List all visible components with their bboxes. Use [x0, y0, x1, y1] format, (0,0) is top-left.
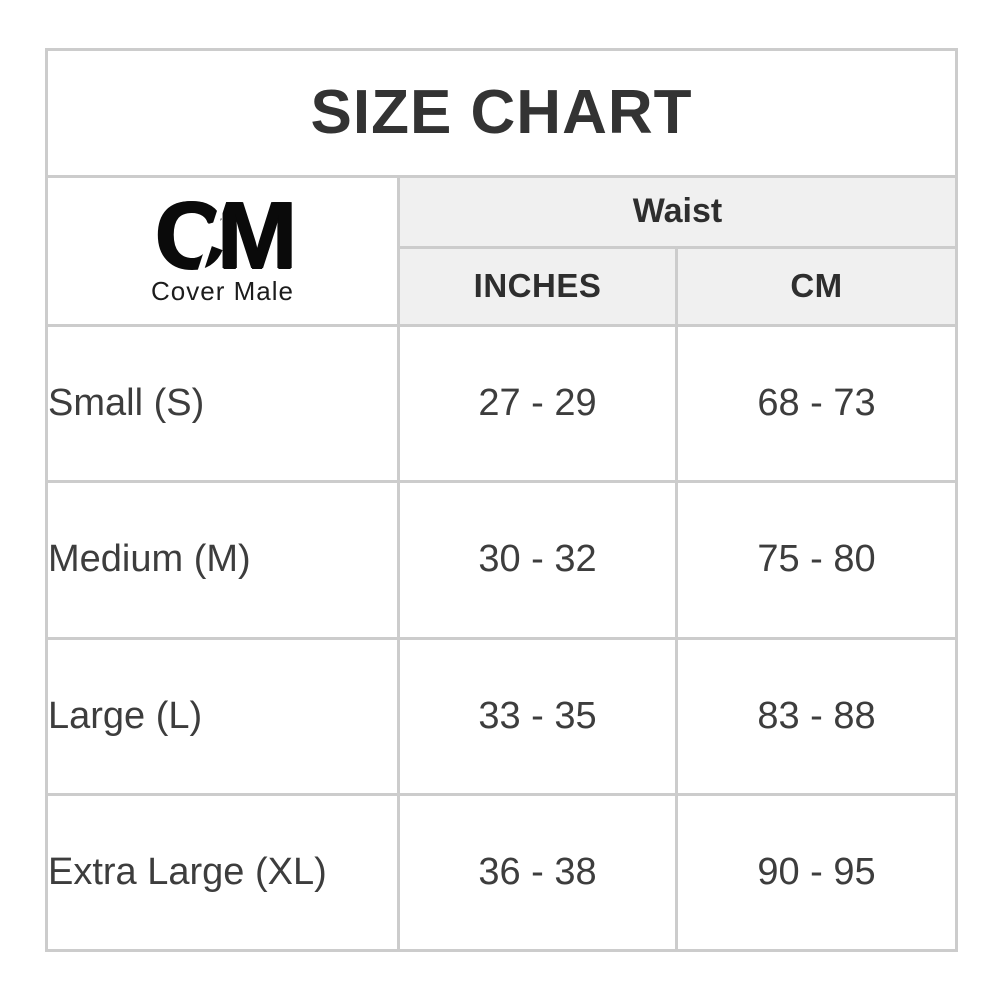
size-row-extra-large: Extra Large (XL) 36 - 38 90 - 95	[45, 792, 959, 953]
col-header-cm: CM	[674, 245, 959, 328]
waist-cm-value: 75 - 80	[674, 480, 959, 640]
waist-inches-value: 33 - 35	[397, 636, 678, 796]
col-header-inches: INCHES	[397, 245, 678, 328]
group-header-waist: Waist	[396, 174, 959, 249]
size-label: Medium (M)	[45, 480, 400, 640]
size-label: Extra Large (XL)	[45, 792, 400, 953]
waist-inches-value: 30 - 32	[397, 480, 678, 640]
size-row-small: Small (S) 27 - 29 68 - 73	[45, 324, 959, 484]
size-chart-table: SIZE CHART CM Cover Male Waist INCHES CM…	[44, 48, 959, 953]
brand-logo-mark: CM Cover Male	[151, 181, 297, 307]
brand-initials: CM	[154, 181, 297, 289]
waist-cm-value: 68 - 73	[674, 324, 959, 484]
waist-inches-value: 36 - 38	[397, 792, 678, 953]
size-chart-container: SIZE CHART CM Cover Male Waist INCHES CM…	[44, 48, 959, 953]
brand-name: Cover Male	[151, 276, 294, 307]
size-label: Large (L)	[45, 636, 400, 796]
waist-inches-value: 27 - 29	[397, 324, 678, 484]
brand-logo: CM Cover Male	[45, 174, 400, 328]
page-title: SIZE CHART	[44, 48, 959, 178]
waist-cm-value: 83 - 88	[674, 636, 959, 796]
size-label: Small (S)	[45, 324, 400, 484]
size-row-medium: Medium (M) 30 - 32 75 - 80	[45, 480, 959, 640]
waist-cm-value: 90 - 95	[674, 792, 959, 953]
size-row-large: Large (L) 33 - 35 83 - 88	[45, 636, 959, 796]
